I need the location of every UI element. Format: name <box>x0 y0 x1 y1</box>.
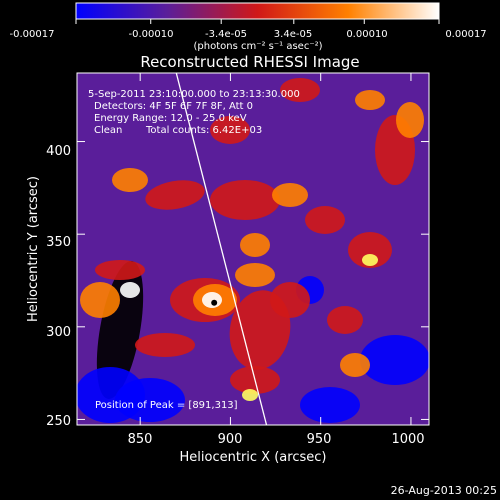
chart-title: Reconstructed RHESSI Image <box>140 53 359 71</box>
colorbar-ticks <box>75 19 440 24</box>
colorbar-tick-label: -0.00017 <box>10 29 55 40</box>
plot-frame <box>76 72 430 426</box>
x-tick-label: 900 <box>218 432 243 447</box>
x-axis-label: Heliocentric X (arcsec) <box>180 450 327 465</box>
colorbar-tick-label: 0.00010 <box>346 29 387 40</box>
heatmap-image <box>77 73 429 425</box>
peak-position-text: Position of Peak = [891,313] <box>95 400 238 411</box>
x-tick-label: 850 <box>128 432 153 447</box>
observation-info: 5-Sep-2011 23:10:00.000 to 23:13:30.000 … <box>88 89 300 411</box>
colorbar-tick-label: -0.00010 <box>129 29 174 40</box>
colorbar: -0.00017 -0.00010 -3.4e-05 3.4e-05 0.000… <box>10 2 487 52</box>
x-tick-label: 1000 <box>391 432 424 447</box>
x-tick-label: 950 <box>307 432 332 447</box>
y-tick-label: 300 <box>46 325 71 340</box>
colorbar-tick-label: -3.4e-05 <box>205 29 247 40</box>
date-stamp: 26-Aug-2013 00:25 <box>391 484 497 497</box>
method-text: Clean <box>94 125 122 136</box>
energy-range-text: Energy Range: 12.0 - 25.0 keV <box>94 113 247 124</box>
colorbar-tick-label: 3.4e-05 <box>274 29 312 40</box>
solar-limb-line <box>175 73 268 425</box>
peak-marker <box>211 299 218 306</box>
detectors-text: Detectors: 4F 5F 6F 7F 8F, Att 0 <box>94 101 253 112</box>
colorbar-tick-label: 0.00017 <box>445 29 486 40</box>
colorbar-gradient <box>75 2 440 20</box>
y-tick-label: 400 <box>46 144 71 159</box>
total-counts-text: Total counts: 6.42E+03 <box>145 125 262 136</box>
colorbar-units-label: (photons cm⁻² s⁻¹ asec⁻²) <box>193 41 322 52</box>
axis-ticks <box>77 73 429 425</box>
y-tick-label: 350 <box>46 235 71 250</box>
y-tick-label: 250 <box>46 414 71 429</box>
time-range-text: 5-Sep-2011 23:10:00.000 to 23:13:30.000 <box>88 89 300 100</box>
y-axis-label: Heliocentric Y (arcsec) <box>26 176 41 322</box>
